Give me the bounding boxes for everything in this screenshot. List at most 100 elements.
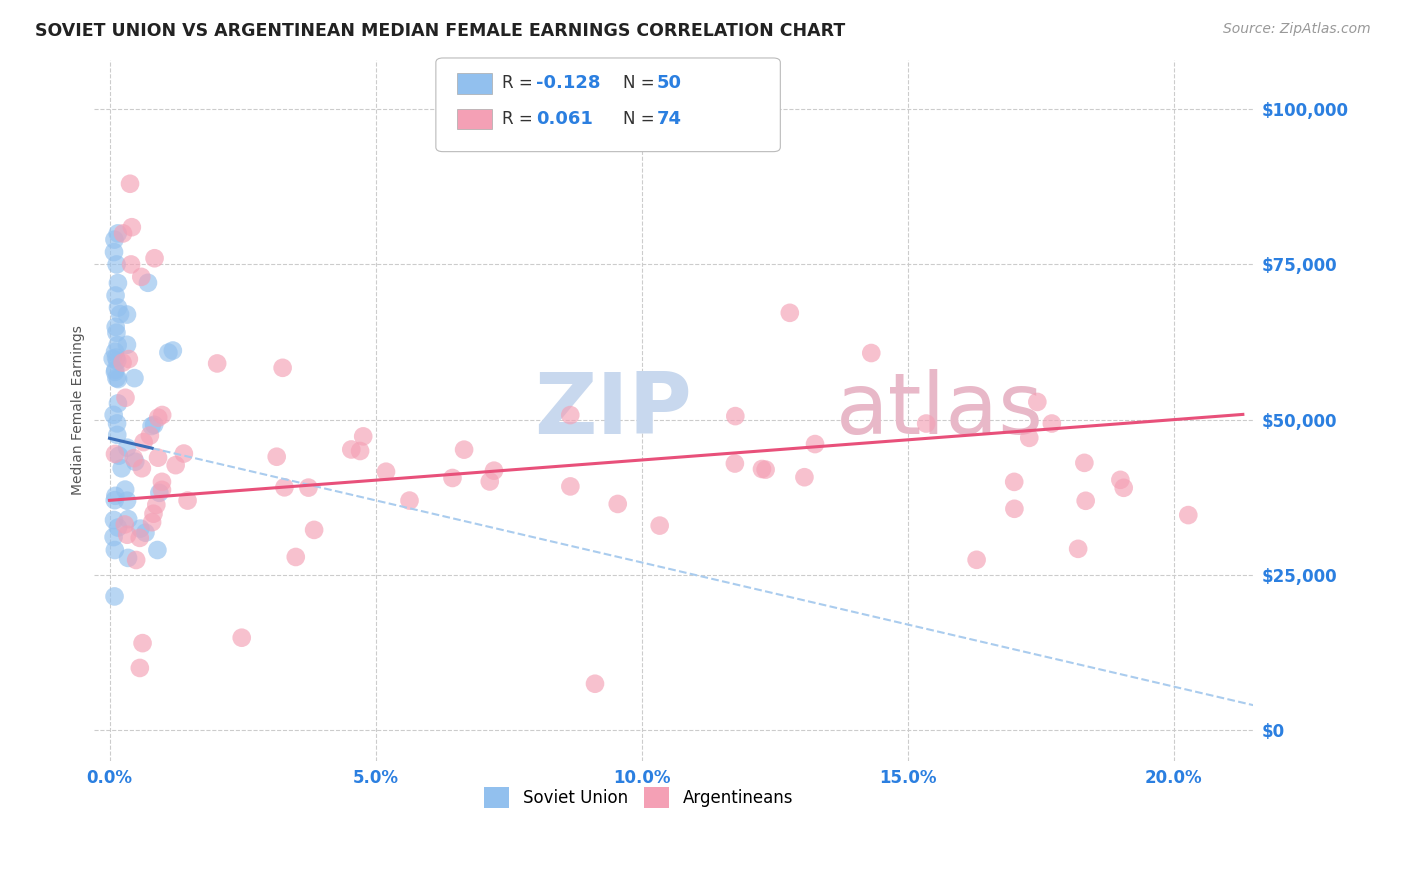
Text: SOVIET UNION VS ARGENTINEAN MEDIAN FEMALE EARNINGS CORRELATION CHART: SOVIET UNION VS ARGENTINEAN MEDIAN FEMAL…	[35, 22, 845, 40]
Point	[124, 455, 146, 469]
Text: 74: 74	[657, 110, 682, 128]
Point	[146, 543, 169, 558]
Point	[104, 489, 127, 503]
Point	[117, 512, 139, 526]
Point	[755, 462, 778, 476]
Point	[104, 363, 127, 377]
Point	[107, 520, 129, 534]
Point	[115, 308, 138, 322]
Point	[273, 480, 295, 494]
Point	[793, 470, 815, 484]
Point	[124, 371, 146, 385]
Point	[779, 306, 801, 320]
Point	[114, 517, 136, 532]
Point	[104, 365, 127, 379]
Point	[165, 458, 187, 472]
Point	[266, 450, 288, 464]
Point	[104, 344, 127, 359]
Point	[105, 326, 128, 340]
Text: R =: R =	[502, 74, 538, 92]
Point	[114, 483, 136, 497]
Point	[115, 527, 138, 541]
Point	[141, 419, 163, 434]
Point	[108, 307, 131, 321]
Point	[162, 343, 184, 358]
Point	[115, 493, 138, 508]
Point	[143, 252, 166, 266]
Point	[105, 354, 128, 368]
Point	[648, 518, 671, 533]
Point	[966, 553, 988, 567]
Point	[111, 355, 134, 369]
Point	[131, 636, 153, 650]
Point	[104, 447, 127, 461]
Point	[103, 530, 125, 544]
Point	[122, 451, 145, 466]
Point	[145, 498, 167, 512]
Point	[108, 449, 131, 463]
Text: 0.061: 0.061	[536, 110, 592, 128]
Point	[115, 338, 138, 352]
Point	[1067, 541, 1090, 556]
Point	[482, 464, 505, 478]
Point	[118, 177, 141, 191]
Point	[104, 319, 127, 334]
Point	[804, 437, 827, 451]
Point	[150, 408, 173, 422]
Point	[142, 507, 165, 521]
Point	[1002, 475, 1025, 489]
Point	[157, 345, 180, 359]
Point	[606, 497, 628, 511]
Point	[375, 465, 398, 479]
Point	[131, 269, 153, 284]
Point	[1018, 431, 1040, 445]
Point	[860, 346, 883, 360]
Point	[121, 220, 143, 235]
Point	[107, 227, 129, 241]
Point	[148, 486, 170, 500]
Point	[915, 417, 938, 431]
Point	[143, 417, 166, 432]
Point	[128, 531, 150, 545]
Point	[352, 429, 374, 443]
Point	[1109, 473, 1132, 487]
Point	[751, 462, 773, 476]
Point	[117, 550, 139, 565]
Point	[1112, 481, 1135, 495]
Point	[724, 457, 747, 471]
Point	[132, 435, 155, 450]
Text: -0.128: -0.128	[536, 74, 600, 92]
Point	[302, 523, 325, 537]
Point	[103, 513, 125, 527]
Point	[134, 525, 156, 540]
Point	[107, 301, 129, 315]
Point	[560, 408, 582, 422]
Point	[103, 245, 125, 260]
Point	[101, 351, 124, 366]
Point	[105, 371, 128, 385]
Point	[453, 442, 475, 457]
Point	[176, 493, 198, 508]
Point	[205, 356, 228, 370]
Point	[1177, 508, 1199, 522]
Point	[111, 461, 134, 475]
Point	[136, 276, 159, 290]
Point	[105, 351, 128, 365]
Point	[1026, 395, 1049, 409]
Point	[125, 553, 148, 567]
Point	[271, 360, 294, 375]
Point	[139, 428, 162, 442]
Point	[398, 493, 420, 508]
Point	[104, 493, 127, 508]
Point	[105, 417, 128, 431]
Point	[173, 446, 195, 460]
Point	[118, 352, 141, 367]
Point	[150, 483, 173, 497]
Text: ZIP: ZIP	[534, 368, 692, 452]
Text: Source: ZipAtlas.com: Source: ZipAtlas.com	[1223, 22, 1371, 37]
Y-axis label: Median Female Earnings: Median Female Earnings	[72, 326, 86, 495]
Point	[583, 677, 606, 691]
Point	[560, 479, 582, 493]
Point	[724, 409, 747, 423]
Text: atlas: atlas	[837, 368, 1043, 452]
